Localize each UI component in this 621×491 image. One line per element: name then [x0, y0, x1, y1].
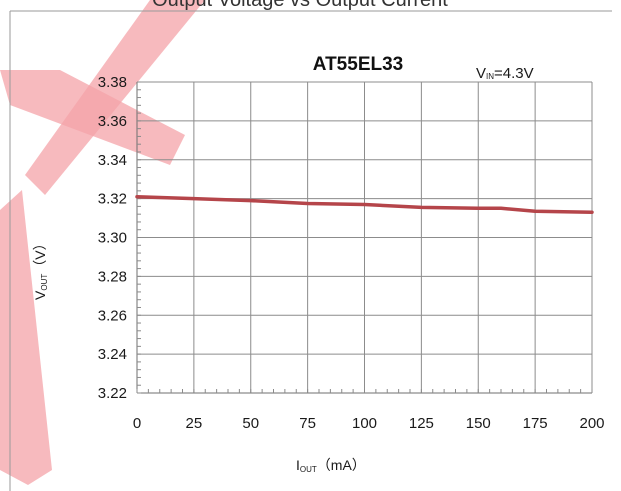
y-axis-label: VOUT（V） — [32, 236, 49, 300]
y-tick-label: 3.26 — [98, 307, 127, 324]
y-tick-label: 3.30 — [98, 230, 127, 247]
vin-annotation: VIN=4.3V — [476, 65, 534, 82]
x-tick-label: 200 — [579, 415, 604, 432]
x-axis-label: IOUT（mA） — [296, 457, 366, 474]
vin-annotation-sub: IN — [486, 72, 494, 81]
page-heading: Output Voltage vs Output Current — [152, 0, 448, 11]
x-tick-label: 125 — [409, 415, 434, 432]
x-axis-label-sub: OUT — [300, 465, 317, 474]
chart-title: AT55EL33 — [313, 54, 403, 75]
y-tick-labels: 3.22 3.24 3.26 3.28 3.30 3.32 3.34 3.36 3.38 — [98, 74, 127, 402]
series-line — [135, 194, 594, 214]
x-tick-label: 100 — [352, 415, 377, 432]
y-tick-label: 3.36 — [98, 113, 127, 130]
y-tick-label: 3.24 — [98, 346, 127, 363]
y-axis-label-main: V — [32, 290, 48, 300]
x-tick-label: 0 — [133, 415, 141, 432]
y-tick-label: 3.38 — [98, 74, 127, 91]
x-tick-label: 175 — [523, 415, 548, 432]
vin-annotation-main: V — [476, 65, 486, 82]
y-axis-label-rest: （V） — [32, 236, 48, 273]
watermark — [0, 0, 205, 485]
x-tick-labels: 0 25 50 75 100 125 150 175 200 — [133, 415, 605, 432]
minor-ticks — [136, 81, 593, 394]
grid — [136, 81, 593, 394]
y-axis-label-sub: OUT — [40, 274, 49, 291]
x-axis-label-main: I — [296, 457, 300, 473]
x-tick-label: 150 — [466, 415, 491, 432]
series-layer — [135, 194, 594, 214]
vin-annotation-rest: =4.3V — [494, 65, 534, 82]
y-tick-label: 3.28 — [98, 268, 127, 285]
x-tick-label: 50 — [242, 415, 259, 432]
y-tick-label: 3.34 — [98, 152, 127, 169]
y-tick-label: 3.32 — [98, 191, 127, 208]
x-axis-label-rest: （mA） — [317, 457, 366, 473]
x-tick-label: 75 — [299, 415, 316, 432]
x-tick-label: 25 — [186, 415, 203, 432]
y-tick-label: 3.22 — [98, 385, 127, 402]
